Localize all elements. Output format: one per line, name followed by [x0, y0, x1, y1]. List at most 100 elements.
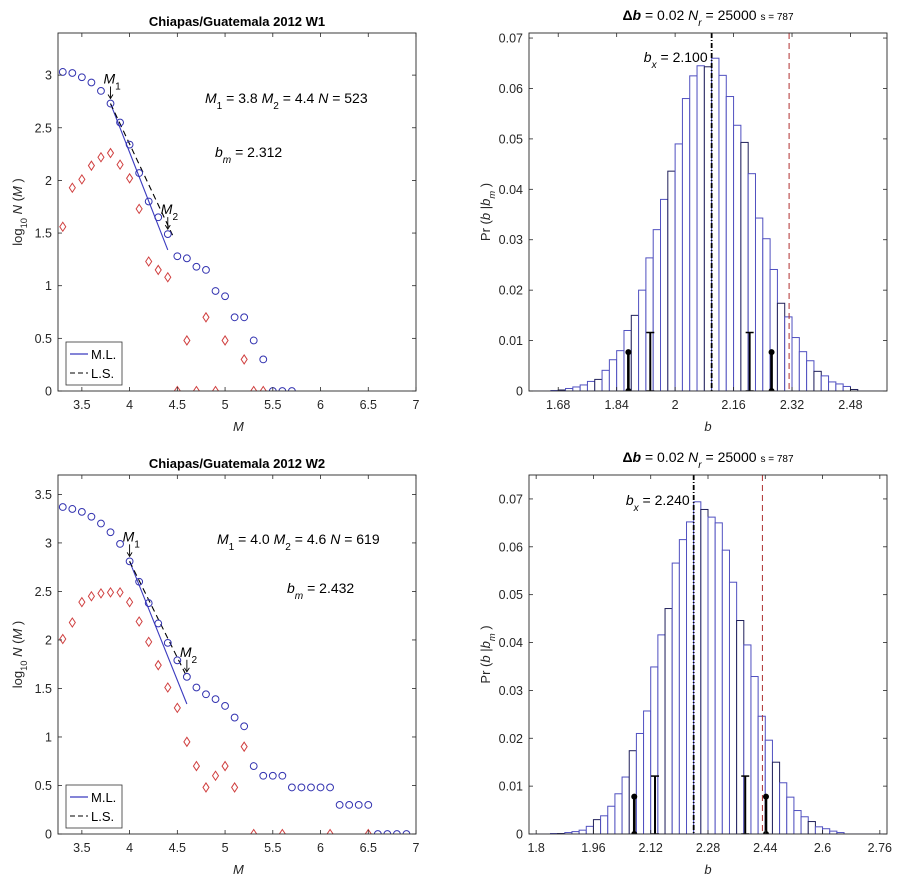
- incremental-point: [97, 151, 105, 163]
- x-tick-label: 4: [126, 398, 133, 412]
- x-tick-label: 2.16: [721, 398, 745, 412]
- cumulative-point: [307, 783, 315, 792]
- y-tick-label: 0.07: [499, 32, 523, 46]
- cumulative-point: [202, 266, 210, 274]
- bx-label: bx = 2.240: [626, 492, 690, 514]
- y-tick-label: 0.04: [499, 636, 523, 650]
- histogram-bar: [813, 370, 822, 391]
- histogram-bar: [771, 761, 781, 834]
- incremental-point: [125, 172, 134, 184]
- histogram-bar: [798, 351, 808, 391]
- cumulative-point: [182, 254, 191, 263]
- cumulative-point: [345, 800, 354, 809]
- cumulative-point: [163, 638, 172, 647]
- bx-label: bx = 2.100: [644, 49, 708, 71]
- m2-annotation: M2: [180, 644, 198, 673]
- incremental-point: [231, 782, 239, 793]
- x-axis-label: M: [233, 419, 244, 434]
- plot-area: M1 M2: [58, 68, 296, 391]
- incremental-point: [135, 616, 143, 627]
- y-tick-label: 0.5: [35, 779, 52, 793]
- histogram-bar: [572, 386, 581, 391]
- axes-frame: [57, 474, 417, 835]
- cumulative-point: [316, 783, 325, 792]
- m1-annotation: M1: [123, 528, 141, 558]
- histogram-bar: [643, 710, 652, 834]
- incremental-point: [125, 596, 134, 608]
- cumulative-point: [87, 512, 96, 521]
- histogram-bar: [820, 375, 830, 391]
- annotation-label: M1: [104, 71, 122, 93]
- cumulative-point: [116, 118, 124, 127]
- histogram-bar: [718, 74, 727, 391]
- dot-marker-icon: [768, 388, 775, 391]
- chart-title: Chiapas/Guatemala 2012 W1: [149, 14, 325, 29]
- y-tick-label: 0.06: [499, 82, 523, 96]
- incremental-point: [202, 311, 210, 323]
- histogram-bar: [835, 383, 844, 391]
- legend-box: [65, 784, 123, 829]
- histogram-bar: [635, 732, 645, 834]
- histogram-bar: [791, 337, 800, 391]
- y-tick-label: 0: [45, 828, 52, 842]
- incremental-point: [173, 702, 181, 714]
- x-axis-label: b: [704, 862, 711, 877]
- cumulative-point: [335, 800, 344, 809]
- histogram-bar: [667, 170, 676, 391]
- x-tick-label: 5.5: [264, 398, 281, 412]
- chart-title: Chiapas/Guatemala 2012 W2: [149, 456, 325, 471]
- cumulative-point: [77, 73, 86, 82]
- sample-info: M1 = 4.0 M2 = 4.6 N = 619: [217, 531, 380, 553]
- histogram-bar: [800, 816, 809, 834]
- y-tick-label: 0.03: [499, 233, 523, 247]
- histogram-bar: [714, 522, 723, 834]
- annotation-label: M2: [180, 644, 198, 666]
- cumulative-point: [287, 783, 296, 792]
- incremental-point: [278, 828, 286, 834]
- incremental-point: [364, 828, 372, 834]
- incremental-point: [250, 828, 258, 834]
- x-tick-label: 2.6: [814, 841, 831, 855]
- y-axis-label: Pr (b |bm ): [478, 183, 497, 241]
- x-axis-label: b: [704, 419, 711, 434]
- cumulative-point: [58, 503, 67, 511]
- sample-info: M1 = 3.8 M2 = 4.4 N = 523: [205, 90, 368, 112]
- x-tick-label: 6.5: [360, 841, 377, 855]
- incremental-point: [135, 203, 143, 215]
- y-tick-label: 0.06: [499, 540, 523, 554]
- incremental-point: [326, 828, 334, 834]
- histogram-bar: [703, 66, 713, 391]
- x-tick-label: 2.28: [696, 841, 720, 855]
- cumulative-point: [58, 68, 67, 76]
- histogram-bar: [736, 620, 745, 834]
- histogram-bar: [660, 198, 669, 391]
- incremental-point: [116, 159, 124, 171]
- histogram-bar: [630, 314, 640, 391]
- plot-area: bx = 2.240: [529, 475, 887, 834]
- legend: M.L. L.S.: [65, 341, 123, 386]
- histogram-bar: [681, 98, 691, 391]
- incremental-point: [250, 385, 258, 391]
- histogram-bar: [686, 521, 695, 834]
- histogram-bar: [806, 360, 815, 391]
- interval-marker: [745, 331, 754, 391]
- x-tick-label: 6.5: [360, 398, 377, 412]
- histogram-bar: [578, 829, 587, 834]
- y-tick-label: 1.5: [35, 682, 52, 696]
- annotation-label: M1: [123, 528, 141, 550]
- y-tick-label: 1.5: [35, 227, 52, 241]
- histogram-bar: [592, 819, 602, 834]
- legend-ls-label: L.S.: [91, 366, 114, 381]
- incremental-point: [145, 256, 153, 267]
- y-axis-label: Pr (b |bm ): [478, 625, 497, 683]
- histogram-bar: [776, 302, 786, 391]
- y-tick-label: 3: [45, 69, 52, 83]
- incremental-point: [221, 335, 229, 346]
- histogram-bar: [754, 217, 764, 391]
- dot-marker-icon: [762, 793, 769, 800]
- x-tick-label: 6: [317, 398, 324, 412]
- histogram-bar: [638, 289, 647, 391]
- interval-marker: [651, 775, 660, 834]
